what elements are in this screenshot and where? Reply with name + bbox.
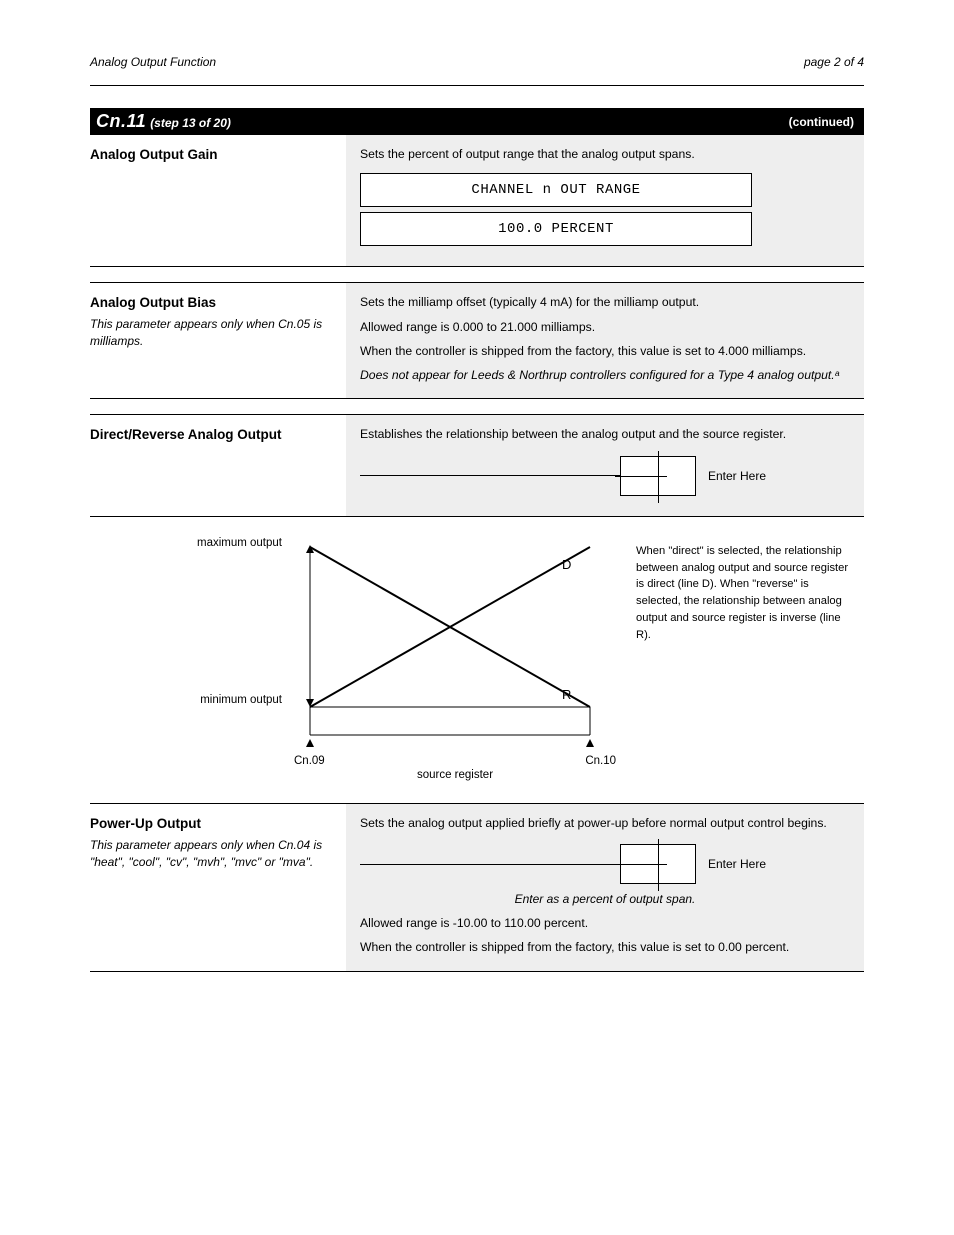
graph-caption: When "direct" is selected, the relations…: [620, 539, 864, 644]
lcd-display-line2: 100.0 PERCENT: [360, 212, 752, 246]
row-power-up-output: Power-Up Output This parameter appears o…: [90, 803, 864, 971]
row-gap: [90, 266, 864, 282]
row-body: Sets the percent of output range that th…: [346, 135, 864, 266]
header-code: Cn.11: [96, 111, 146, 132]
row-label-text: Power-Up Output: [90, 816, 201, 831]
footer: Analog Output Function page 2 of 4: [90, 55, 864, 69]
line-r-label: R: [562, 687, 571, 702]
header-left: Cn.11 (step 13 of 20): [96, 111, 231, 132]
entry-line: Enter Here: [360, 456, 850, 496]
entry-line: Enter Here: [360, 844, 850, 884]
row-body: Sets the milliamp offset (typically 4 mA…: [346, 283, 864, 398]
row-text: Sets the milliamp offset (typically 4 mA…: [360, 293, 850, 311]
y-label-bottom: minimum output: [200, 694, 282, 706]
x-left: Cn.09: [294, 755, 325, 767]
row-label: Analog Output Bias This parameter appear…: [90, 283, 346, 398]
entry-box[interactable]: [620, 456, 696, 496]
header-step: (step 13 of 20): [150, 116, 231, 130]
graph: D R Cn.09 Cn.10 source register: [290, 539, 620, 781]
row-analog-output-bias: Analog Output Bias This parameter appear…: [90, 282, 864, 398]
entry-label: Enter Here: [708, 855, 766, 873]
row-text: Sets the percent of output range that th…: [360, 145, 850, 163]
row-note: Enter as a percent of output span.: [360, 890, 850, 908]
row-body: Sets the analog output applied briefly a…: [346, 804, 864, 971]
row-footnote: Does not appear for Leeds & Northrup con…: [360, 366, 850, 384]
graph-block: maximum output minimum output: [90, 516, 864, 803]
entry-lead: [360, 475, 620, 476]
row-label-sub: This parameter appears only when Cn.04 i…: [90, 837, 336, 871]
content: Analog Output Gain Sets the percent of o…: [90, 135, 864, 972]
header-continued: (continued): [789, 115, 854, 129]
lcd-display-line1: CHANNEL n OUT RANGE: [360, 173, 752, 207]
row-label-sub: This parameter appears only when Cn.05 i…: [90, 316, 336, 350]
graph-svg: D R: [290, 539, 600, 751]
entry-box[interactable]: [620, 844, 696, 884]
footer-left: Analog Output Function: [90, 55, 216, 69]
row-text: Allowed range is -10.00 to 110.00 percen…: [360, 914, 850, 932]
row-gap: [90, 398, 864, 414]
closing-rule: [90, 971, 864, 972]
row-label-text: Analog Output Bias: [90, 295, 216, 310]
y-label-top: maximum output: [197, 537, 282, 549]
row-text: Allowed range is 0.000 to 21.000 milliam…: [360, 318, 850, 336]
row-label: Direct/Reverse Analog Output: [90, 415, 346, 515]
header-bar: Cn.11 (step 13 of 20) (continued): [90, 108, 864, 135]
graph-y-labels: maximum output minimum output: [90, 539, 290, 751]
graph-x-labels: Cn.09 Cn.10: [290, 751, 620, 767]
footer-right: page 2 of 4: [804, 55, 864, 69]
row-analog-output-gain: Analog Output Gain Sets the percent of o…: [90, 135, 864, 266]
row-body: Establishes the relationship between the…: [346, 415, 864, 515]
x-right: Cn.10: [585, 755, 616, 767]
row-text: When the controller is shipped from the …: [360, 938, 850, 956]
row-text: When the controller is shipped from the …: [360, 342, 850, 360]
x-center: source register: [290, 769, 620, 781]
entry-label: Enter Here: [708, 467, 766, 485]
row-label: Power-Up Output This parameter appears o…: [90, 804, 346, 971]
row-direct-reverse: Direct/Reverse Analog Output Establishes…: [90, 414, 864, 515]
top-rule: [90, 85, 864, 86]
row-label: Analog Output Gain: [90, 135, 346, 266]
graph-wrap: maximum output minimum output: [90, 539, 864, 781]
entry-lead: [360, 864, 620, 865]
row-text: Establishes the relationship between the…: [360, 425, 850, 443]
page: Cn.11 (step 13 of 20) (continued) Analog…: [0, 0, 954, 125]
line-d-label: D: [562, 557, 571, 572]
row-text: Sets the analog output applied briefly a…: [360, 814, 850, 832]
